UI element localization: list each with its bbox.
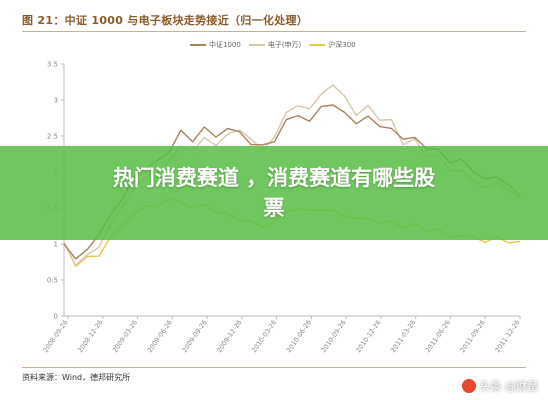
legend-label-csi1000: 中证1000 [209,41,241,49]
headline-text: 热门消费赛道 ，消费赛道有哪些股 票 [24,163,524,223]
legend-item-electronics: 电子(申万) [248,40,302,50]
legend-swatch-electronics [248,44,265,46]
y-tick-label: 0 [54,313,58,321]
x-tick-label: 2011-12-26 [493,319,521,355]
x-tick-label: 2010-09-26 [320,319,348,355]
y-tick-label: 0.5 [47,277,58,285]
figure-title: 图 21：中证 1000 与电子板块走势接近（归一化处理） [22,14,309,27]
watermark-text: 头条 @财是 [479,380,539,393]
x-tick-label: 2009-06-26 [146,319,174,355]
footer-divider [22,367,526,368]
x-tick-label: 2008-09-26 [41,319,69,355]
title-divider [22,31,526,32]
headline-line-1: 热门消费赛道 ，消费赛道有哪些股 [112,166,436,190]
x-tick-label: 2008-12-26 [76,319,104,355]
x-tick-label: 2009-09-26 [180,319,208,355]
y-tick-label: 2.5 [47,133,58,141]
headline-banner[interactable]: 热门消费赛道 ，消费赛道有哪些股 票 [0,146,548,240]
legend-label-hs300: 沪深300 [328,41,356,49]
x-tick-label: 2009-12-26 [215,319,243,355]
x-tick-label: 2010-06-26 [285,319,313,355]
headline-line-2: 票 [263,196,285,220]
x-tick-label: 2010-03-26 [250,319,278,355]
x-tick-label: 2011-03-26 [389,319,417,355]
y-tick-label: 3 [54,97,58,105]
legend-swatch-hs300 [309,44,326,46]
x-tick-label: 2011-06-26 [424,319,452,355]
legend-item-csi1000: 中证1000 [190,40,241,50]
toutiao-logo-icon [461,379,476,393]
chart-legend: 中证1000 电子(申万) 沪深300 [190,40,356,50]
x-tick-label: 2010-12-26 [354,319,382,355]
legend-item-hs300: 沪深300 [309,40,356,50]
legend-label-electronics: 电子(申万) [267,41,302,49]
y-tick-label: 3.5 [47,61,58,69]
x-tick-label: 2009-03-26 [111,319,139,355]
watermark: 头条 @财是 [461,378,539,394]
legend-swatch-csi1000 [190,44,206,46]
x-tick-label: 2011-09-26 [459,319,487,355]
y-tick-label: 1 [54,241,58,249]
source-note: 资料来源：Wind，德邦研究所 [22,373,131,382]
